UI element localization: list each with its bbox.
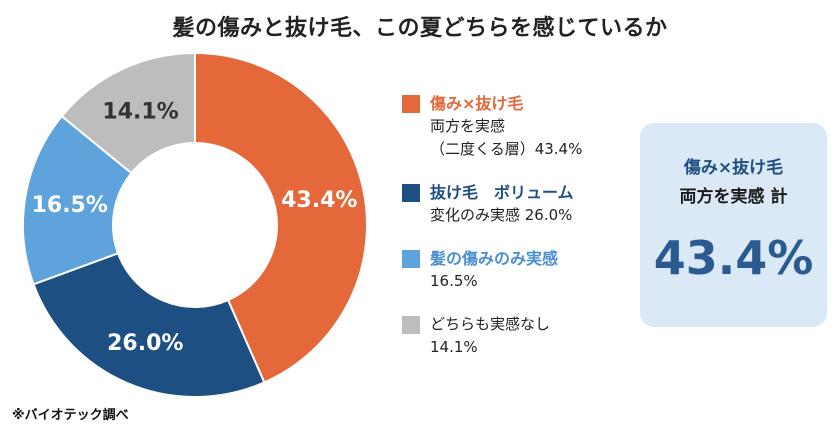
- summary-box: 傷み×抜け毛 両方を実感 計 43.4%: [640, 123, 827, 327]
- slice-value-label: 16.5%: [32, 193, 108, 218]
- summary-label: 傷み×抜け毛: [683, 158, 784, 178]
- slice-value-label: 14.1%: [102, 99, 178, 124]
- slice-both: [194, 51, 368, 384]
- legend-item-none: どちらも実感なし 14.1%: [402, 313, 632, 359]
- legend-swatch-hairloss: [402, 184, 420, 202]
- legend-title: 抜け毛 ボリューム: [430, 183, 574, 202]
- legend-swatch-damage: [402, 250, 420, 268]
- slice-none: [60, 51, 196, 175]
- slice-value-label: 26.0%: [107, 331, 183, 356]
- summary-value: 43.4%: [653, 231, 814, 285]
- legend-desc-line: 16.5%: [430, 272, 478, 290]
- legend-desc-line: 変化のみ実感 26.0%: [430, 206, 573, 224]
- donut-chart: 43.4% 26.0% 16.5% 14.1%: [22, 51, 368, 398]
- legend-item-hairloss: 抜け毛 ボリューム 変化のみ実感 26.0%: [402, 181, 632, 227]
- slice-hairloss-only: [32, 251, 266, 398]
- slice-value-label: 43.4%: [281, 188, 357, 213]
- legend-desc-line: 両方を実感: [430, 117, 506, 135]
- source-note: ※バイオテック調べ: [12, 408, 129, 423]
- legend-title: 髪の傷みのみ実感: [430, 249, 559, 268]
- slice-damage-only: [22, 114, 133, 286]
- legend-desc-line: どちらも実感なし: [430, 315, 551, 333]
- legend-desc-line: 14.1%: [430, 338, 478, 356]
- summary-sublabel: 両方を実感 計: [679, 187, 788, 207]
- legend: 傷み×抜け毛 両方を実感 （二度くる層）43.4% 抜け毛 ボリューム 変化のみ…: [402, 92, 632, 379]
- legend-item-damage: 髪の傷みのみ実感 16.5%: [402, 247, 632, 293]
- legend-title: 傷み×抜け毛: [430, 94, 524, 113]
- chart-title: 髪の傷みと抜け毛、この夏どちらを感じているか: [172, 16, 668, 41]
- legend-desc-line: （二度くる層）43.4%: [430, 140, 583, 158]
- legend-swatch-both: [402, 95, 420, 113]
- legend-item-both: 傷み×抜け毛 両方を実感 （二度くる層）43.4%: [402, 92, 632, 161]
- legend-swatch-none: [402, 316, 420, 334]
